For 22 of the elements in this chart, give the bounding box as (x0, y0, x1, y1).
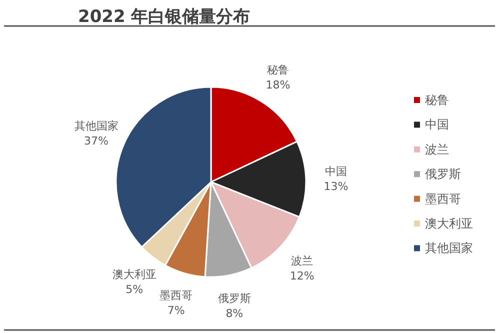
legend-label: 澳大利亚 (425, 216, 473, 230)
legend-label: 波兰 (425, 142, 449, 156)
legend-label: 墨西哥 (425, 192, 461, 206)
slice-label: 其他国家 (74, 119, 118, 132)
slice-label: 中国 (324, 165, 347, 178)
legend-label: 其他国家 (425, 241, 473, 256)
slice-label: 墨西哥 (160, 289, 193, 302)
slice-label: 波兰 (291, 254, 314, 268)
slice-label: 秘鲁 (266, 63, 289, 76)
chart-title: 2022 年白银储量分布 (78, 7, 250, 27)
data-label: 18% (266, 78, 290, 92)
legend-label: 俄罗斯 (425, 167, 461, 182)
data-label: 13% (324, 180, 348, 194)
legend-label: 秘鲁 (425, 93, 449, 107)
data-label: 12% (290, 270, 314, 283)
slice-label: 澳大利亚 (112, 268, 156, 281)
data-label: 37% (84, 134, 109, 148)
slice-label: 俄罗斯 (218, 292, 251, 305)
data-label: 8% (226, 306, 244, 320)
legend-label: 中国 (425, 118, 449, 132)
data-label: 5% (126, 282, 144, 296)
data-label: 7% (167, 304, 185, 318)
